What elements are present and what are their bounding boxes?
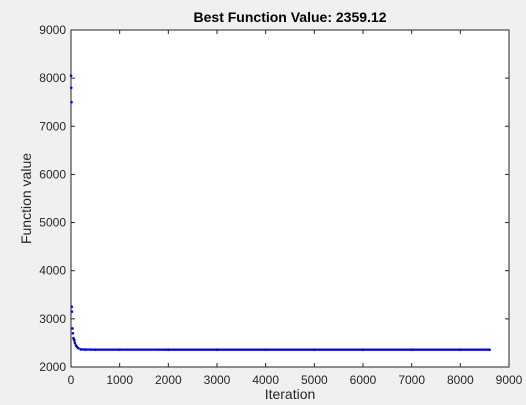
x-tick-label: 5000	[301, 373, 328, 387]
y-tick-label: 8000	[39, 71, 66, 85]
data-point	[73, 341, 77, 345]
y-axis-label: Function value	[18, 153, 34, 244]
data-point	[70, 310, 74, 313]
y-tick-label: 2000	[39, 360, 66, 374]
data-point	[71, 327, 74, 330]
data-point	[71, 332, 75, 335]
x-tick-label: 4000	[252, 373, 279, 387]
data-point	[73, 339, 76, 342]
x-tick-label: 1000	[106, 373, 133, 387]
x-tick-label: 9000	[496, 373, 523, 387]
data-marks	[69, 74, 491, 352]
data-point	[70, 305, 74, 309]
x-tick-label: 2000	[155, 373, 182, 387]
y-tick-label: 4000	[39, 264, 66, 278]
x-tick-label: 6000	[350, 373, 377, 387]
y-tick-label: 6000	[39, 167, 66, 181]
y-tick-label: 5000	[39, 216, 66, 230]
data-point	[488, 348, 491, 351]
x-ticks: 0 1000 2000 3000 4000 5000 6000 7000 8000 9000	[68, 30, 523, 387]
y-tick-label: 7000	[39, 119, 66, 133]
x-axis-label: Iteration	[265, 386, 316, 402]
chart-title: Best Function Value: 2359.12	[194, 9, 387, 25]
x-tick-label: 3000	[204, 373, 231, 387]
data-point	[70, 100, 73, 104]
x-tick-label: 0	[68, 373, 75, 387]
x-tick-label: 8000	[447, 373, 474, 387]
data-point	[77, 346, 80, 350]
y-tick-label: 3000	[39, 312, 66, 326]
plot-area	[70, 29, 510, 368]
x-tick-label: 7000	[398, 373, 425, 387]
data-point	[69, 74, 73, 78]
y-ticks: 2000 3000 4000 5000 6000 7000 8000 9000	[39, 23, 509, 374]
data-point	[69, 86, 73, 90]
y-tick-label: 9000	[39, 23, 66, 37]
